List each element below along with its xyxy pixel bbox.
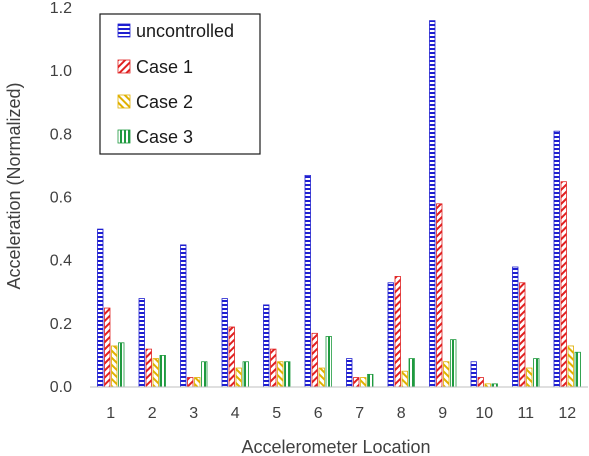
- y-tick-label: 0.4: [50, 253, 72, 270]
- bar-case-2-loc-2: [152, 358, 159, 388]
- bar-case-3-loc-6: [325, 336, 332, 388]
- bar-case-2-loc-7: [360, 377, 367, 388]
- bar-uncontrolled-loc-12: [553, 130, 560, 388]
- bar-case-1-loc-7: [353, 377, 360, 388]
- x-tick-label: 6: [314, 405, 323, 422]
- legend-swatch-uncontrolled: [117, 23, 131, 38]
- x-tick-label: 4: [231, 405, 240, 422]
- bar-uncontrolled-loc-3: [180, 244, 187, 388]
- bar-uncontrolled-loc-5: [263, 304, 270, 388]
- x-tick-label: 9: [438, 405, 447, 422]
- y-tick-label: 0.0: [50, 379, 72, 396]
- x-tick-label: 2: [148, 405, 157, 422]
- bar-uncontrolled-loc-8: [387, 282, 394, 388]
- legend-swatch-case-2: [117, 94, 131, 109]
- bar-case-3-loc-8: [408, 358, 415, 388]
- x-tick-label: 12: [558, 405, 576, 422]
- x-tick-label: 10: [475, 405, 493, 422]
- bar-case-3-loc-7: [367, 373, 374, 388]
- legend-swatch-case-1: [117, 59, 131, 74]
- y-tick-label: 0.2: [50, 316, 72, 333]
- x-tick-label: 8: [397, 405, 406, 422]
- bar-case-2-loc-5: [277, 361, 284, 388]
- bar-uncontrolled-loc-11: [512, 266, 519, 388]
- y-tick-label: 1.2: [50, 0, 72, 17]
- x-tick-label: 11: [517, 405, 534, 422]
- x-tick-label: 5: [272, 405, 281, 422]
- bar-case-1-loc-2: [145, 348, 152, 388]
- y-axis-title: Acceleration (Normalized): [4, 82, 24, 289]
- x-tick-label: 1: [106, 405, 115, 422]
- bar-case-2-loc-9: [443, 361, 450, 388]
- legend-label: Case 3: [136, 127, 193, 147]
- bar-case-3-loc-12: [574, 351, 581, 388]
- bar-case-3-loc-9: [450, 339, 457, 388]
- bar-case-3-loc-2: [159, 355, 166, 388]
- bar-case-1-loc-11: [519, 282, 526, 388]
- bar-uncontrolled-loc-9: [429, 20, 436, 388]
- bar-case-2-loc-4: [235, 367, 242, 388]
- bar-case-1-loc-9: [436, 203, 443, 388]
- legend: uncontrolled Case 1 Case 2 Case 3: [99, 13, 261, 155]
- bar-uncontrolled-loc-4: [221, 298, 228, 388]
- legend-label: uncontrolled: [136, 21, 234, 41]
- bar-uncontrolled-loc-2: [138, 298, 145, 388]
- y-tick-labels: 0.0 0.2 0.4 0.6 0.8 1.0 1.2: [50, 0, 72, 396]
- x-tick-labels: 1 2 3 4 5 6 7 8 9 10 11 12: [106, 405, 576, 422]
- y-tick-label: 0.6: [50, 190, 72, 207]
- legend-swatch-case-3: [117, 129, 131, 144]
- x-tick-label: 7: [355, 405, 364, 422]
- bar-uncontrolled-loc-1: [97, 228, 104, 388]
- bar-case-2-loc-11: [526, 367, 533, 388]
- bar-uncontrolled-loc-6: [304, 174, 311, 388]
- bar-case-3-loc-5: [284, 361, 291, 388]
- bar-case-1-loc-8: [394, 276, 401, 388]
- bar-case-3-loc-4: [242, 361, 249, 388]
- bar-case-3-loc-1: [118, 342, 125, 388]
- bar-case-1-loc-5: [270, 348, 277, 388]
- legend-label: Case 1: [136, 57, 193, 77]
- bar-case-3-loc-3: [201, 361, 208, 388]
- bar-uncontrolled-loc-10: [470, 361, 477, 388]
- bar-case-2-loc-3: [194, 377, 201, 388]
- bar-case-2-loc-6: [318, 367, 325, 388]
- y-tick-label: 0.8: [50, 126, 72, 143]
- bar-case-2-loc-1: [111, 345, 118, 388]
- bar-case-3-loc-11: [533, 358, 540, 388]
- bar-case-1-loc-3: [187, 377, 194, 388]
- x-tick-label: 3: [189, 405, 198, 422]
- bar-case-1-loc-6: [311, 332, 318, 388]
- bar-case-1-loc-4: [228, 326, 235, 388]
- bar-case-1-loc-1: [104, 307, 111, 388]
- bar-case-1-loc-12: [560, 181, 567, 388]
- bars-group: [97, 20, 581, 388]
- x-axis-title: Accelerometer Location: [241, 437, 430, 456]
- bar-uncontrolled-loc-7: [346, 358, 353, 388]
- legend-label: Case 2: [136, 92, 193, 112]
- bar-case-2-loc-12: [567, 345, 574, 388]
- bar-case-1-loc-10: [477, 377, 484, 388]
- y-tick-label: 1.0: [50, 63, 72, 80]
- bar-case-2-loc-8: [401, 370, 408, 388]
